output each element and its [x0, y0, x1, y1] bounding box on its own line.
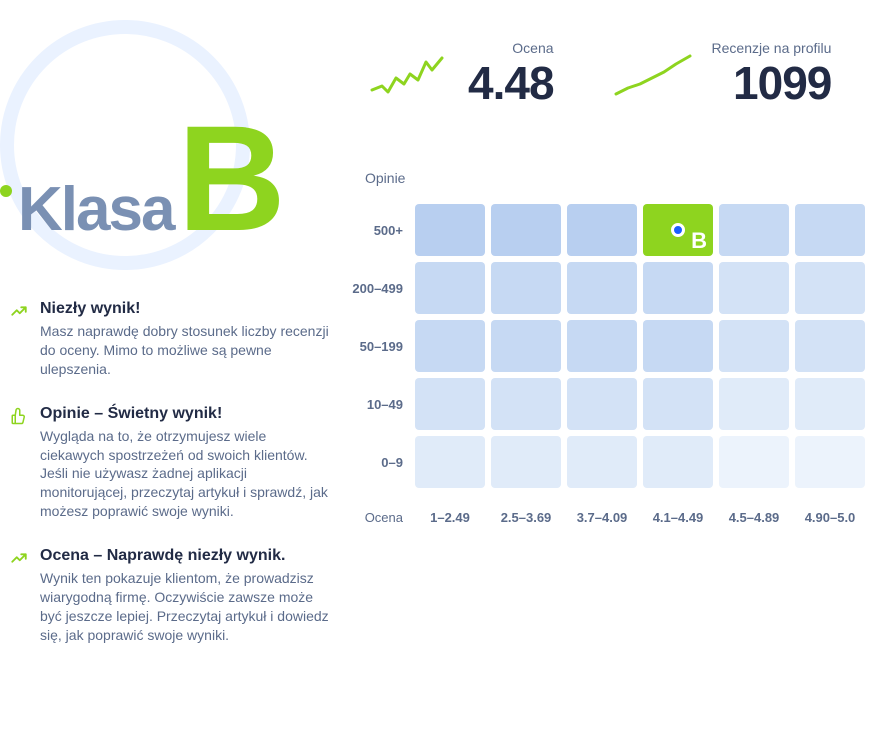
heatmap-cell — [567, 320, 637, 372]
heatmap-x-label: 4.1–4.49 — [643, 510, 713, 525]
heatmap-cell — [643, 378, 713, 430]
heatmap-cell — [491, 436, 561, 488]
heatmap-cell: B — [643, 204, 713, 256]
insight-item: Niezły wynik! Masz naprawdę dobry stosune… — [10, 300, 330, 379]
heatmap-y-label: 500+ — [345, 223, 415, 238]
heatmap-cell — [567, 378, 637, 430]
insight-text: Masz naprawdę dobry stosunek liczby rece… — [40, 322, 330, 379]
spark-rating-icon — [370, 50, 450, 100]
grade-word: Klasa — [18, 174, 173, 245]
heatmap-cell — [415, 436, 485, 488]
heatmap-row: 500+ B — [345, 204, 890, 256]
heatmap-row: 10–49 — [345, 378, 890, 430]
insight-title: Niezły wynik! — [40, 300, 330, 318]
heatmap-marker-letter: B — [691, 228, 707, 254]
insights-list: Niezły wynik! Masz naprawdę dobry stosune… — [10, 300, 330, 671]
heatmap-x-label: 4.90–5.0 — [795, 510, 865, 525]
stat-reviews: Recenzje na profilu 1099 — [614, 40, 832, 110]
thumb-up-icon — [10, 405, 40, 521]
insight-item: Opinie – Świetny wynik! Wygląda na to, że… — [10, 405, 330, 521]
grade-badge: Klasa B — [0, 20, 340, 270]
heatmap-row: 0–9 — [345, 436, 890, 488]
heatmap-cell — [415, 204, 485, 256]
heatmap-cell — [719, 262, 789, 314]
trend-up-icon — [10, 300, 40, 379]
insight-title: Opinie – Świetny wynik! — [40, 405, 330, 423]
heatmap-cell — [795, 378, 865, 430]
grade-letter: B — [177, 115, 279, 243]
heatmap-x-label: 3.7–4.09 — [567, 510, 637, 525]
heatmap-cell — [491, 320, 561, 372]
stat-rating-value: 4.48 — [468, 56, 554, 110]
heatmap-cell — [643, 262, 713, 314]
heatmap-x-axis: Ocena 1–2.49 2.5–3.69 3.7–4.09 4.1–4.49 4.5–… — [345, 510, 890, 525]
insight-title: Ocena – Naprawdę niezły wynik. — [40, 547, 330, 565]
grade-dot — [0, 185, 12, 197]
heatmap-x-label: 2.5–3.69 — [491, 510, 561, 525]
heatmap-y-label: 200–499 — [345, 281, 415, 296]
heatmap-y-label: 10–49 — [345, 397, 415, 412]
heatmap-cell — [719, 436, 789, 488]
heatmap-cell — [415, 262, 485, 314]
stat-reviews-label: Recenzje na profilu — [712, 40, 832, 56]
heatmap-row: 200–499 — [345, 262, 890, 314]
heatmap-cell — [643, 320, 713, 372]
stat-rating: Ocena 4.48 — [370, 40, 554, 110]
stats-header: Ocena 4.48 Recenzje na profilu 1099 — [370, 40, 890, 110]
insight-item: Ocena – Naprawdę niezły wynik. Wynik ten … — [10, 547, 330, 645]
spark-reviews-icon — [614, 50, 694, 100]
trend-up-icon — [10, 547, 40, 645]
heatmap-cell — [719, 320, 789, 372]
heatmap-cell — [719, 204, 789, 256]
heatmap-marker — [671, 223, 685, 237]
heatmap-cell — [491, 378, 561, 430]
heatmap-row: 50–199 — [345, 320, 890, 372]
heatmap-cell — [795, 320, 865, 372]
heatmap-cell — [795, 204, 865, 256]
heatmap: Opinie 500+ B 200–499 50–199 10–49 0–9 Ocena … — [345, 170, 890, 525]
grade-text: Klasa B — [18, 115, 280, 245]
heatmap-cell — [491, 262, 561, 314]
heatmap-x-label: 1–2.49 — [415, 510, 485, 525]
heatmap-cell — [567, 262, 637, 314]
heatmap-cell — [795, 262, 865, 314]
heatmap-x-label: 4.5–4.89 — [719, 510, 789, 525]
heatmap-cell — [567, 204, 637, 256]
insight-text: Wygląda na to, że otrzymujesz wiele ciek… — [40, 427, 330, 521]
heatmap-y-label: 50–199 — [345, 339, 415, 354]
heatmap-cell — [491, 204, 561, 256]
heatmap-cell — [719, 378, 789, 430]
heatmap-y-title: Opinie — [345, 170, 890, 186]
heatmap-cell — [415, 378, 485, 430]
stat-rating-label: Ocena — [468, 40, 554, 56]
insight-text: Wynik ten pokazuje klientom, że prowadzi… — [40, 569, 330, 645]
heatmap-x-title: Ocena — [345, 510, 415, 525]
stat-reviews-value: 1099 — [712, 56, 832, 110]
heatmap-cell — [643, 436, 713, 488]
heatmap-y-label: 0–9 — [345, 455, 415, 470]
heatmap-cell — [415, 320, 485, 372]
heatmap-cell — [567, 436, 637, 488]
heatmap-cell — [795, 436, 865, 488]
